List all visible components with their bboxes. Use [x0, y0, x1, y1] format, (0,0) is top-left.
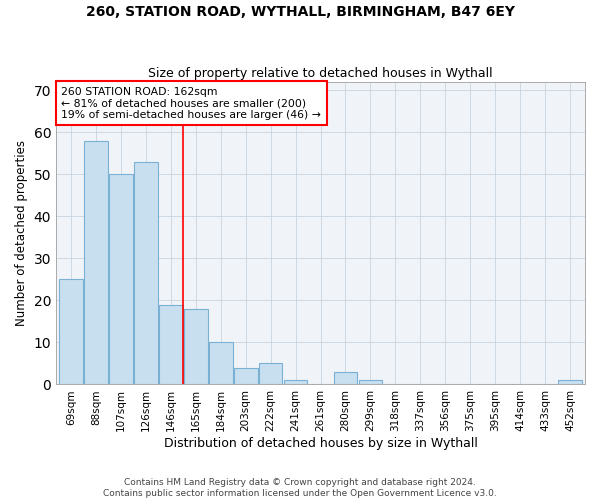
Bar — [59, 280, 83, 384]
Bar — [184, 309, 208, 384]
Text: Contains HM Land Registry data © Crown copyright and database right 2024.
Contai: Contains HM Land Registry data © Crown c… — [103, 478, 497, 498]
Bar — [359, 380, 382, 384]
Bar — [84, 141, 108, 384]
Y-axis label: Number of detached properties: Number of detached properties — [15, 140, 28, 326]
Bar — [209, 342, 233, 384]
Title: Size of property relative to detached houses in Wythall: Size of property relative to detached ho… — [148, 66, 493, 80]
Bar — [109, 174, 133, 384]
Bar — [259, 364, 283, 384]
Text: 260, STATION ROAD, WYTHALL, BIRMINGHAM, B47 6EY: 260, STATION ROAD, WYTHALL, BIRMINGHAM, … — [86, 5, 515, 19]
Bar — [134, 162, 158, 384]
X-axis label: Distribution of detached houses by size in Wythall: Distribution of detached houses by size … — [164, 437, 478, 450]
Bar — [159, 304, 182, 384]
Bar — [334, 372, 358, 384]
Bar — [284, 380, 307, 384]
Text: 260 STATION ROAD: 162sqm
← 81% of detached houses are smaller (200)
19% of semi-: 260 STATION ROAD: 162sqm ← 81% of detach… — [61, 86, 321, 120]
Bar — [234, 368, 257, 384]
Bar — [558, 380, 582, 384]
